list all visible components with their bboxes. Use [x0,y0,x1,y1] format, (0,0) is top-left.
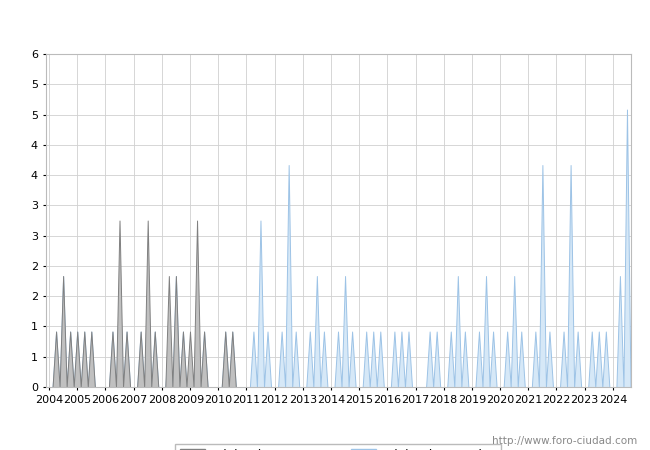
Text: Santiago Millas - Evolucion del Nº de Transacciones Inmobiliarias: Santiago Millas - Evolucion del Nº de Tr… [56,13,594,28]
Text: http://www.foro-ciudad.com: http://www.foro-ciudad.com [492,436,637,446]
Legend: Viviendas Nuevas, Viviendas Usadas: Viviendas Nuevas, Viviendas Usadas [175,444,501,450]
